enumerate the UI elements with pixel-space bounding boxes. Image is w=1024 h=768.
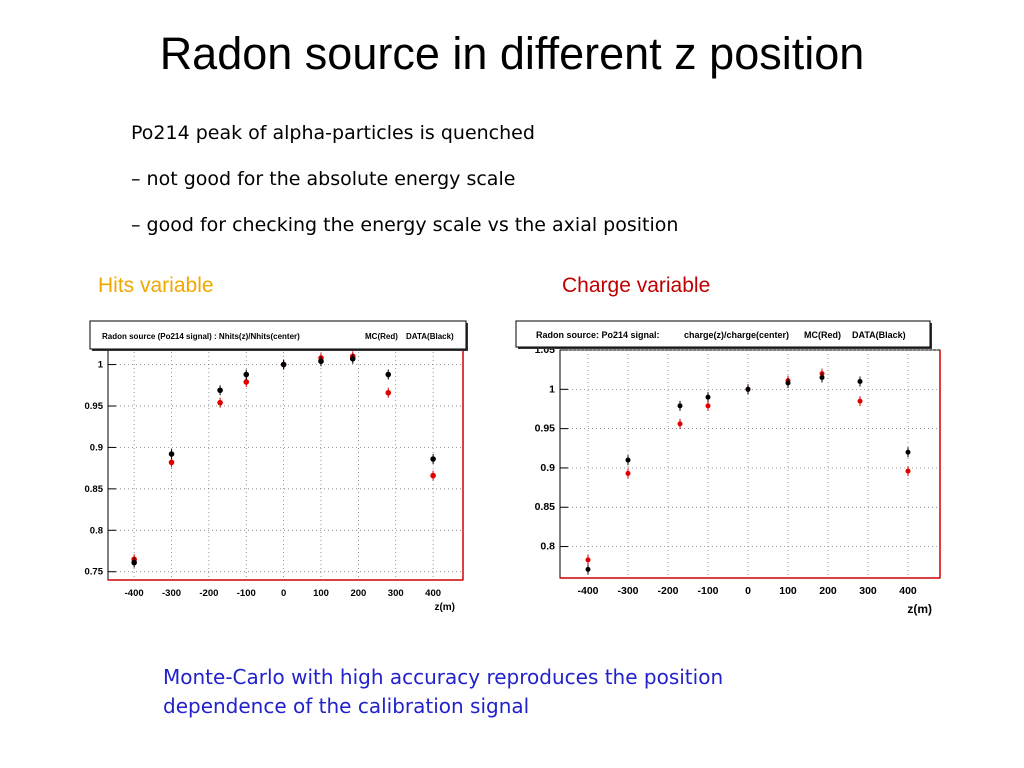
y-tick-label: 0.85: [535, 501, 556, 513]
charge-chart: -400 -300 -200 -100 0 100 200 300 400 0.8 0.85 0.9 0…: [515, 320, 941, 616]
y-tick-label: 0.9: [540, 462, 555, 474]
data-point: [625, 457, 631, 463]
x-tick-label: -100: [237, 588, 256, 599]
y-tick-label: 1: [549, 383, 555, 395]
title-box: [515, 320, 931, 348]
x-tick-label: 300: [388, 588, 404, 599]
x-axis-label: z(m): [907, 602, 932, 616]
chart-title-data: DATA(Black): [406, 332, 454, 341]
data-point: [745, 386, 751, 392]
charge-variable-label: Charge variable: [562, 274, 711, 297]
data-point: [585, 566, 591, 572]
data-point: [217, 387, 223, 394]
x-tick-label: -400: [125, 588, 144, 599]
y-tick-label: 0.8: [540, 541, 555, 553]
y-tick-label: 0.95: [535, 423, 556, 435]
data-point: [785, 380, 791, 386]
data-point: [318, 358, 324, 365]
mc-point: [705, 403, 711, 409]
mc-point: [243, 379, 250, 385]
x-tick-label: -300: [162, 588, 181, 599]
bullet-item: Po214 peak of alpha-particles is quenche…: [131, 122, 535, 144]
mc-point: [585, 557, 591, 563]
data-point: [131, 559, 137, 566]
data-point: [385, 371, 392, 378]
hits-chart: -400 -300 -200 -100 0 100 200 300 400 0.75 0.8 0.85…: [85, 320, 468, 613]
data-point: [677, 403, 683, 409]
y-tick-label: 0.85: [85, 484, 104, 495]
data-series: [131, 353, 436, 568]
hits-variable-label: Hits variable: [98, 274, 214, 297]
chart-title-variable: charge(z)/charge(center): [684, 330, 789, 340]
mc-point: [385, 389, 392, 396]
mc-point: [857, 398, 863, 404]
data-point: [243, 371, 250, 378]
chart-title-data: DATA(Black): [852, 330, 906, 340]
title-box: [89, 320, 467, 350]
data-point: [705, 394, 711, 400]
data-point: [857, 378, 863, 384]
x-tick-label: 200: [819, 585, 837, 597]
data-point: [168, 451, 175, 457]
chart-title: Radon source (Po214 signal) : Nhits(z)/N…: [102, 332, 300, 341]
chart-title-mc: MC(Red): [804, 330, 841, 340]
data-point: [905, 449, 911, 455]
conclusion-line: dependence of the calibration signal: [163, 694, 530, 718]
plot-frame: [559, 349, 941, 579]
mc-point: [430, 472, 436, 479]
data-series: [585, 372, 911, 575]
x-tick-label: -200: [657, 585, 678, 597]
data-point: [280, 361, 287, 368]
x-tick-label: 0: [281, 588, 286, 599]
x-tick-label: -100: [697, 585, 718, 597]
x-tick-label: 200: [350, 588, 366, 599]
mc-point: [905, 468, 911, 474]
y-tick-label: 0.8: [90, 525, 103, 536]
conclusion-text: Monte-Carlo with high accuracy reproduce…: [163, 663, 723, 721]
x-tick-label: -400: [577, 585, 598, 597]
y-tick-label: 0.9: [90, 442, 103, 453]
plot-frame: [107, 347, 464, 581]
mc-point: [217, 399, 223, 406]
conclusion-line: Monte-Carlo with high accuracy reproduce…: [163, 665, 724, 689]
y-tick-label: 1: [98, 360, 104, 371]
data-point: [349, 355, 356, 362]
y-tick-label: 0.75: [85, 567, 104, 578]
x-tick-label: 400: [425, 588, 441, 599]
mc-point: [625, 470, 631, 476]
data-point: [430, 456, 436, 462]
bullet-list: Po214 peak of alpha-particles is quenche…: [131, 121, 678, 259]
chart-title: Radon source: Po214 signal:: [536, 330, 660, 340]
chart-title-mc: MC(Red): [365, 332, 398, 341]
x-tick-label: 300: [859, 585, 877, 597]
slide-title: Radon source in different z position: [159, 28, 865, 79]
x-tick-label: 100: [313, 588, 329, 599]
x-tick-label: -200: [199, 588, 218, 599]
x-tick-label: -300: [617, 585, 638, 597]
x-tick-label: 0: [745, 585, 751, 597]
mc-point: [168, 459, 175, 466]
x-axis-label: z(m): [434, 602, 455, 613]
mc-point: [677, 421, 683, 427]
data-point: [819, 375, 825, 381]
x-tick-label: 100: [779, 585, 797, 597]
y-tick-label: 0.95: [85, 401, 104, 412]
x-tick-label: 400: [899, 585, 917, 597]
bullet-item: – not good for the absolute energy scale: [131, 168, 516, 190]
bullet-item: – good for checking the energy scale vs …: [131, 214, 679, 236]
